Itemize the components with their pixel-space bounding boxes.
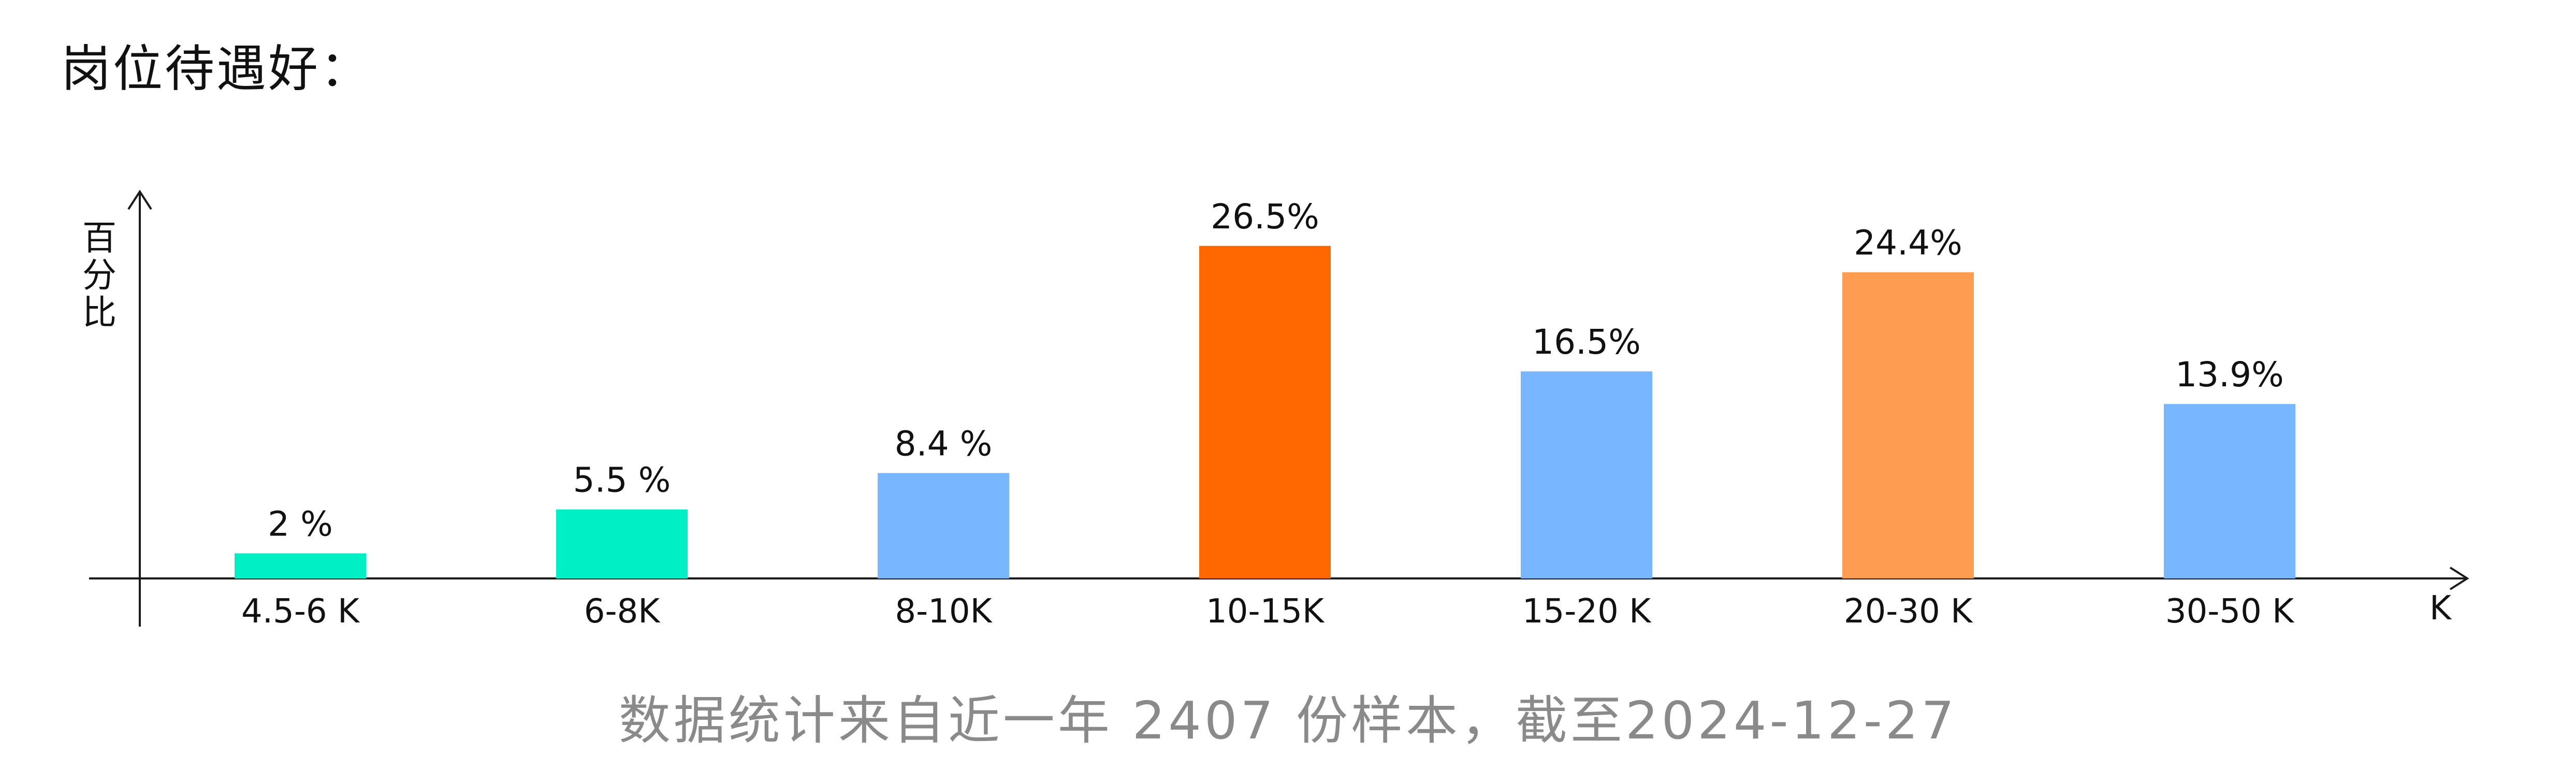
bar-5 [1521, 371, 1652, 578]
bar-value-label: 24.4% [1854, 223, 1962, 263]
bar-4 [1199, 245, 1331, 579]
x-tick-label: 8-10K [895, 592, 993, 631]
x-axis-arrow-icon [2449, 567, 2469, 590]
bar-7 [2164, 404, 2295, 578]
bar-6 [1842, 272, 1974, 578]
x-tick-label: 10-15K [1206, 592, 1325, 631]
footnote: 数据统计来自近一年 2407 份样本，截至2024-12-27 [618, 690, 1958, 751]
y-axis-label: 百分比 [82, 218, 117, 332]
x-tick-label: 4.5-6 K [241, 592, 360, 631]
bar-value-label: 26.5% [1211, 197, 1319, 237]
bar-value-label: 5.5 % [573, 460, 671, 500]
x-axis-label: K [2429, 589, 2452, 628]
x-tick-label: 30-50 K [2165, 592, 2295, 631]
bar-value-label: 8.4 % [895, 424, 993, 463]
x-tick-label: 6-8K [584, 592, 661, 631]
bar-value-label: 16.5% [1532, 322, 1641, 362]
x-tick-label: 15-20 K [1522, 592, 1652, 631]
bars: 2 % 4.5-6 K 5.5 % 6-8K 8.4 % 8-10K 26.5% 10-15K… [235, 197, 2295, 631]
bar-1 [235, 553, 366, 578]
y-axis-arrow-icon [127, 190, 152, 210]
bar-value-label: 2 % [268, 504, 333, 544]
page-title: 岗位待遇好： [61, 40, 372, 98]
bar-2 [556, 509, 688, 578]
bar-value-label: 13.9% [2175, 355, 2284, 395]
x-tick-label: 20-30 K [1844, 592, 1973, 631]
bar-3 [878, 473, 1009, 578]
